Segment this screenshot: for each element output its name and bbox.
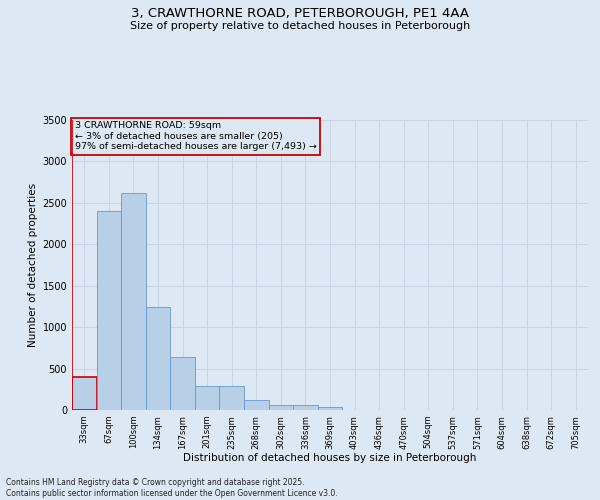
Text: Contains HM Land Registry data © Crown copyright and database right 2025.
Contai: Contains HM Land Registry data © Crown c… xyxy=(6,478,338,498)
Bar xyxy=(195,386,220,410)
Bar xyxy=(244,400,269,410)
Text: 3, CRAWTHORNE ROAD, PETERBOROUGH, PE1 4AA: 3, CRAWTHORNE ROAD, PETERBOROUGH, PE1 4A… xyxy=(131,8,469,20)
Bar xyxy=(170,357,195,410)
Bar xyxy=(269,405,293,410)
Bar xyxy=(97,211,121,410)
Bar xyxy=(121,193,146,410)
Bar xyxy=(220,386,244,410)
Bar xyxy=(293,406,318,410)
Bar xyxy=(318,407,342,410)
Bar xyxy=(72,377,97,410)
Text: Size of property relative to detached houses in Peterborough: Size of property relative to detached ho… xyxy=(130,21,470,31)
X-axis label: Distribution of detached houses by size in Peterborough: Distribution of detached houses by size … xyxy=(184,453,476,463)
Text: 3 CRAWTHORNE ROAD: 59sqm
← 3% of detached houses are smaller (205)
97% of semi-d: 3 CRAWTHORNE ROAD: 59sqm ← 3% of detache… xyxy=(74,122,316,151)
Y-axis label: Number of detached properties: Number of detached properties xyxy=(28,183,38,347)
Bar xyxy=(146,308,170,410)
